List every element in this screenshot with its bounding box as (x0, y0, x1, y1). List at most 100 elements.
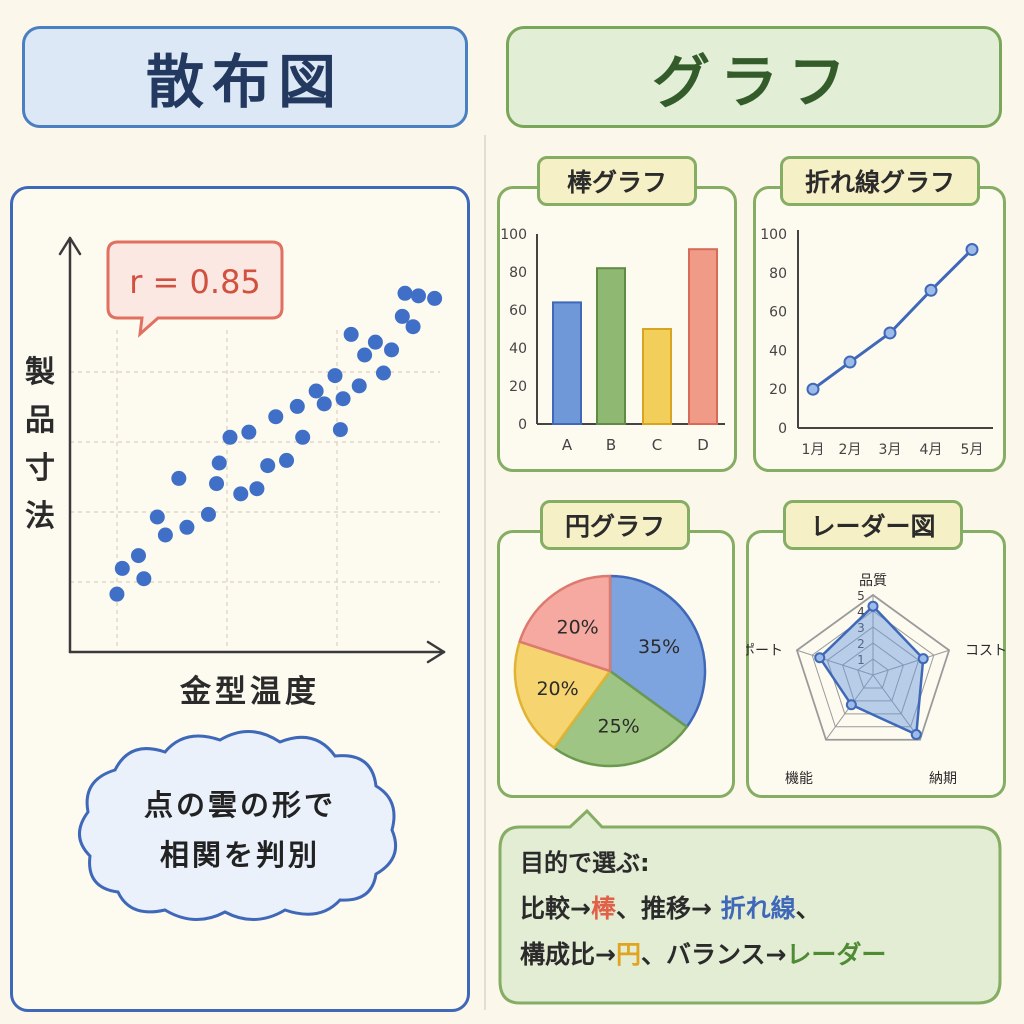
cloud-text-line1: 点の雲の形で (144, 788, 336, 822)
scatter-point (260, 458, 276, 474)
r-callout: r = 0.85 (106, 240, 284, 338)
summary-l1-comma: 、 (795, 894, 821, 923)
pie-slice-label: 35% (638, 636, 680, 658)
scatter-points (109, 285, 443, 602)
scatter-point (335, 391, 351, 407)
bar-category-label: B (606, 436, 616, 454)
line-point (965, 243, 979, 257)
scatter-x-arrow (426, 640, 446, 664)
bar-y-tick-label: 40 (509, 341, 527, 357)
radar-axis-label: 品質 (859, 573, 887, 589)
summary-l1-trend: 、推移→ (615, 894, 721, 923)
scatter-point (308, 383, 324, 399)
summary-l1-line: 折れ線 (720, 894, 796, 923)
scatter-point (171, 470, 187, 486)
scatter-point (279, 452, 295, 468)
pie-slice-label: 20% (536, 678, 578, 700)
scatter-point (351, 378, 367, 394)
scatter-point (241, 424, 257, 440)
line-point (924, 283, 938, 297)
bar-tag: 棒グラフ (537, 156, 697, 206)
scatter-point (179, 519, 195, 535)
radar-grid-ring (857, 658, 889, 689)
line-x-tick-label: 4月 (920, 442, 943, 458)
scatter-point (410, 288, 426, 304)
line-y-tick-label: 0 (778, 421, 787, 437)
scatter-point (405, 319, 421, 335)
scatter-point (114, 560, 130, 576)
pie-tag: 円グラフ (540, 500, 690, 550)
summary-l2-pie: 円 (615, 940, 641, 969)
bar-y-tick-label: 100 (500, 227, 527, 243)
summary-bubble-shape (498, 808, 1002, 1005)
bar-y-tick-label: 20 (509, 379, 527, 395)
scatter-point (157, 527, 173, 543)
summary-line-2: 構成比→円、バランス→レーダー (520, 935, 886, 971)
bar-tag-label: 棒グラフ (566, 168, 667, 197)
scatter-point (130, 548, 146, 564)
summary-bubble (498, 808, 1002, 1005)
scatter-axes (58, 236, 446, 664)
scatter-chart: r = 0.85 製 品 寸 法 金型温度 点の雲の形で 相関を判別 (25, 236, 446, 922)
scatter-ylabel-char: 製 (25, 355, 55, 390)
radar-tag-label: レーダー図 (810, 512, 936, 541)
line-x-tick-label: 2月 (839, 442, 862, 458)
line-series (812, 248, 974, 391)
radar-tick-label: 3 (857, 621, 865, 635)
summary-l2-radar: レーダー (786, 940, 887, 969)
pie-slice-label: 25% (598, 715, 640, 737)
scatter-point (316, 396, 332, 412)
scatter-point (397, 285, 413, 301)
pie-content: 35% 25% 20% 20% (513, 574, 707, 768)
radar-grid-ring (811, 610, 935, 728)
cloud-text-line2: 相関を判別 (160, 838, 320, 872)
bar-category-label: D (697, 436, 709, 454)
bar-category-label: C (652, 436, 662, 454)
bar-category-label: A (562, 436, 573, 454)
line-content: 0 20 40 60 80 100 1月 2月 3月 4月 5月 (760, 227, 983, 458)
radar-axis-label: 納期 (929, 771, 957, 787)
right-title: グラフ (651, 48, 856, 116)
cloud-shape (78, 730, 397, 922)
scatter-point (200, 506, 216, 522)
scatter-point (249, 481, 265, 497)
bar-y-tick-label: 0 (518, 417, 527, 433)
radar-point (867, 600, 879, 612)
summary-heading: 目的で選ぶ: (520, 849, 650, 877)
line-y-tick-label: 80 (769, 266, 787, 282)
scatter-point (327, 368, 343, 384)
line-x-tick-label: 5月 (961, 442, 984, 458)
radar-spoke (872, 674, 921, 741)
scatter-ylabel: 製 品 寸 法 (25, 355, 55, 534)
scatter-xlabel: 金型温度 (179, 674, 320, 710)
radar-tick-label: 5 (857, 589, 865, 603)
bar-content: 0 20 40 60 80 100 A B C D (500, 227, 718, 454)
scatter-ylabel-char: 品 (25, 403, 55, 438)
pie-slice (518, 574, 612, 673)
line-y-tick-label: 40 (769, 343, 787, 359)
radar-spoke (796, 649, 874, 676)
radar-tick-label: 4 (857, 605, 865, 619)
scatter-point (136, 571, 152, 587)
left-title: 散布図 (145, 48, 344, 116)
scatter-point (233, 486, 249, 502)
line-point (883, 326, 897, 340)
summary-l1-compare: 比較→ (520, 894, 591, 923)
scatter-point (427, 290, 443, 306)
scatter-point (149, 509, 165, 525)
summary-l2-ratio: 構成比→ (520, 940, 616, 969)
line-y-tick-label: 100 (760, 227, 787, 243)
bar (688, 248, 718, 426)
scatter-point (268, 409, 284, 425)
line-point (806, 382, 820, 396)
line-x-tick-label: 1月 (802, 442, 825, 458)
scatter-point (289, 398, 305, 414)
line-point (843, 355, 857, 369)
line-chart: 0 20 40 60 80 100 1月 2月 3月 4月 5月 (760, 227, 993, 458)
scatter-ylabel-char: 法 (25, 499, 55, 534)
right-title-box: グラフ (506, 26, 1002, 128)
radar-tag: レーダー図 (783, 500, 963, 550)
radar-axis-label: コスト (965, 643, 1006, 659)
